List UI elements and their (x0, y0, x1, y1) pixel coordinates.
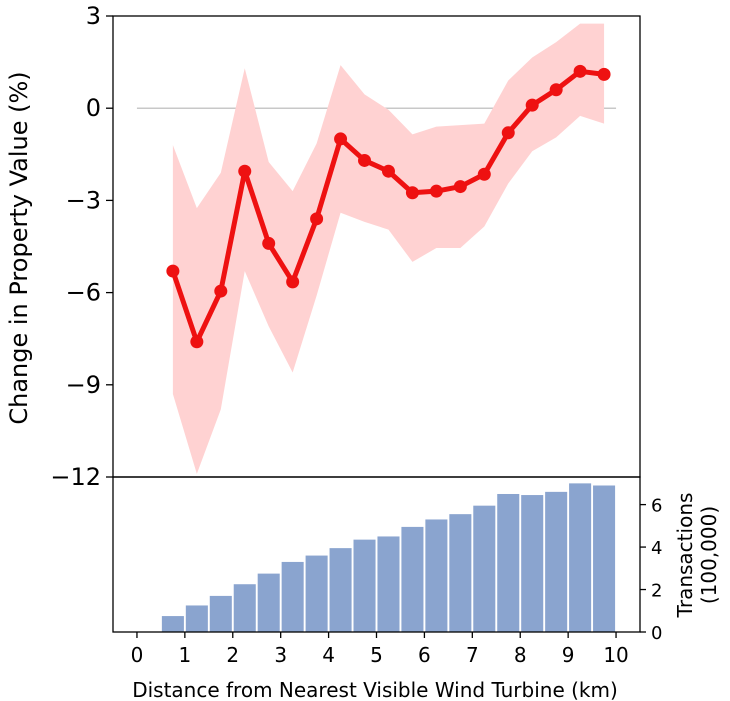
data-point (286, 275, 300, 289)
data-point (429, 184, 443, 198)
top-panel-band (172, 23, 605, 474)
bar-y-axis-label-line-2: (100,000) (697, 506, 721, 604)
y-tick-label: −9 (66, 371, 101, 399)
bar (401, 526, 424, 632)
data-point (405, 186, 419, 200)
bar (281, 561, 304, 632)
bar-y-tick-label: 6 (651, 496, 662, 517)
bar (305, 555, 328, 632)
data-point (597, 67, 611, 81)
bar (497, 493, 520, 632)
bar (569, 483, 592, 632)
data-point (166, 264, 180, 278)
data-point (477, 167, 491, 181)
y-tick-label: 0 (86, 94, 101, 122)
bar (425, 519, 448, 632)
x-axis-label: Distance from Nearest Visible Wind Turbi… (132, 678, 618, 701)
x-tick-label: 1 (178, 643, 191, 667)
bar (233, 584, 256, 632)
x-tick-label: 0 (131, 643, 144, 667)
x-tick-label: 9 (562, 643, 575, 667)
bar (353, 539, 376, 632)
bar (257, 573, 280, 632)
confidence-band (172, 23, 605, 474)
bar (185, 605, 208, 632)
data-point (525, 98, 539, 112)
data-point (334, 132, 348, 146)
data-point (310, 212, 324, 226)
data-point (358, 153, 372, 167)
data-point (549, 83, 563, 97)
x-tick-label: 6 (418, 643, 431, 667)
y-axis-label: Change in Property Value (%) (5, 71, 33, 424)
x-tick-label: 2 (226, 643, 239, 667)
y-tick-label: −12 (50, 463, 101, 491)
data-point (214, 284, 228, 298)
y-tick-label: −3 (66, 186, 101, 214)
bar (545, 491, 568, 632)
x-tick-label: 10 (603, 643, 628, 667)
data-point (238, 164, 252, 178)
bar-y-tick-label: 0 (651, 623, 662, 644)
x-tick-label: 3 (274, 643, 287, 667)
bar (593, 485, 616, 632)
y-tick-label: −6 (66, 279, 101, 307)
bar (161, 616, 184, 632)
data-point (262, 236, 276, 250)
bar-y-tick-label: 2 (651, 581, 662, 602)
x-tick-label: 4 (322, 643, 335, 667)
data-point (453, 180, 467, 194)
bar-y-axis-label-line-1: Transactions (673, 493, 697, 619)
bar (473, 505, 496, 632)
bar (329, 548, 352, 632)
bar (209, 595, 232, 632)
bar (521, 495, 544, 632)
bottom-panel-bars (161, 483, 616, 632)
x-tick-label: 7 (466, 643, 479, 667)
data-point (190, 335, 204, 349)
bar (377, 536, 400, 632)
data-point (501, 126, 515, 140)
y-tick-label: 3 (86, 2, 101, 30)
bar (449, 514, 472, 632)
data-point (381, 164, 395, 178)
top-panel-points (166, 64, 611, 349)
data-point (573, 64, 587, 78)
ticks: 3 0 −3 −6 −9 −12 0 2 4 6 0 1 2 3 4 5 6 7 8 9 10 (50, 2, 662, 667)
x-tick-label: 5 (370, 643, 383, 667)
x-tick-label: 8 (514, 643, 527, 667)
bar-y-tick-label: 4 (651, 538, 662, 559)
